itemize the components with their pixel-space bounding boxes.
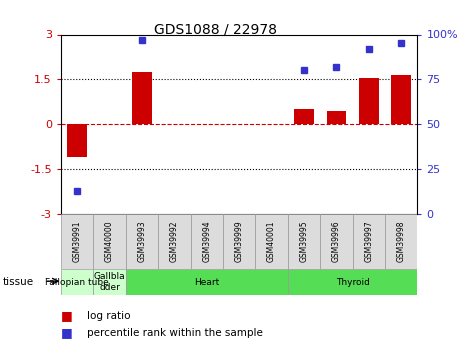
Bar bbox=[93, 214, 126, 269]
Bar bbox=[223, 214, 256, 269]
Text: GDS1088 / 22978: GDS1088 / 22978 bbox=[154, 22, 277, 37]
Bar bbox=[256, 214, 288, 269]
Text: tissue: tissue bbox=[2, 277, 33, 287]
Bar bbox=[327, 111, 346, 124]
Bar bbox=[385, 214, 417, 269]
Text: GSM39993: GSM39993 bbox=[137, 221, 146, 262]
Bar bbox=[93, 269, 126, 295]
Text: ■: ■ bbox=[61, 309, 73, 322]
Text: GSM39998: GSM39998 bbox=[397, 221, 406, 262]
Bar bbox=[320, 214, 353, 269]
Text: GSM39992: GSM39992 bbox=[170, 221, 179, 262]
Bar bbox=[359, 78, 378, 124]
Bar bbox=[288, 214, 320, 269]
Bar bbox=[68, 124, 87, 157]
Text: GSM39999: GSM39999 bbox=[234, 221, 244, 262]
Bar bbox=[158, 214, 190, 269]
Bar bbox=[288, 269, 417, 295]
Text: Thyroid: Thyroid bbox=[336, 277, 370, 287]
Bar bbox=[294, 109, 314, 124]
Text: GSM39995: GSM39995 bbox=[300, 221, 309, 262]
Text: GSM40000: GSM40000 bbox=[105, 221, 114, 262]
Bar bbox=[353, 214, 385, 269]
Text: Heart: Heart bbox=[194, 277, 219, 287]
Bar bbox=[126, 214, 158, 269]
Text: GSM39997: GSM39997 bbox=[364, 221, 373, 262]
Bar bbox=[126, 269, 288, 295]
Text: GSM40001: GSM40001 bbox=[267, 221, 276, 262]
Bar bbox=[132, 72, 151, 124]
Text: GSM39996: GSM39996 bbox=[332, 221, 341, 262]
Bar bbox=[61, 214, 93, 269]
Text: percentile rank within the sample: percentile rank within the sample bbox=[87, 328, 263, 338]
Bar bbox=[61, 269, 93, 295]
Bar bbox=[190, 214, 223, 269]
Text: GSM39994: GSM39994 bbox=[202, 221, 212, 262]
Text: log ratio: log ratio bbox=[87, 311, 130, 321]
Bar bbox=[392, 75, 411, 124]
Text: Fallopian tube: Fallopian tube bbox=[45, 277, 109, 287]
Text: ■: ■ bbox=[61, 326, 73, 339]
Text: GSM39991: GSM39991 bbox=[73, 221, 82, 262]
Text: Gallbla
dder: Gallbla dder bbox=[94, 272, 125, 292]
